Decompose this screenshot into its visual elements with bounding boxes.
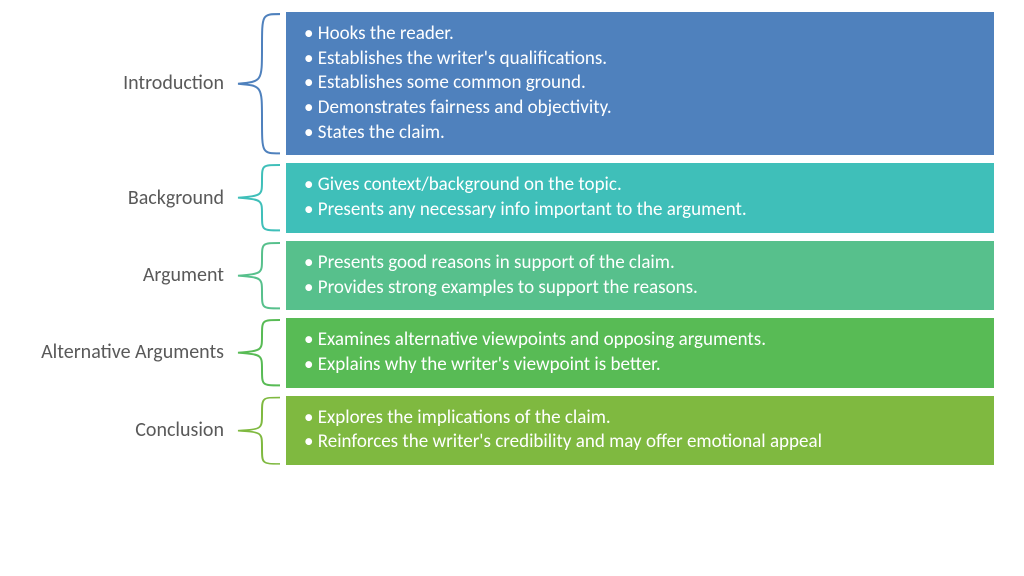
brace-col [230,241,286,310]
section-content: Explores the implications of the claim. … [286,396,994,465]
brace-icon [230,163,286,232]
bullet-item: Explores the implications of the claim. [304,406,976,431]
label-text-introduction: Introduction [123,72,224,95]
bullet-item: States the claim. [304,121,976,146]
diagram-container: Introduction Hooks the reader. Establish… [0,12,1024,473]
brace-icon [230,12,286,155]
brace-col [230,12,286,155]
bullet-item: Establishes some common ground. [304,71,976,96]
section-label: Background [0,163,230,232]
section-label: Conclusion [0,396,230,465]
bullet-item: Demonstrates fairness and objectivity. [304,96,976,121]
bullet-item: Hooks the reader. [304,22,976,47]
section-row: Conclusion Explores the implications of … [0,396,1024,465]
section-label: Alternative Arguments [0,318,230,387]
bullet-item: Examines alternative viewpoints and oppo… [304,328,976,353]
bullet-list: Hooks the reader. Establishes the writer… [304,22,976,145]
brace-col [230,396,286,465]
bullet-list: Gives context/background on the topic. P… [304,173,976,222]
bullet-list: Explores the implications of the claim. … [304,406,976,455]
bullet-item: Provides strong examples to support the … [304,276,976,301]
section-content: Examines alternative viewpoints and oppo… [286,318,994,387]
section-label: Introduction [0,12,230,155]
bullet-item: Establishes the writer's qualifications. [304,47,976,72]
brace-icon [230,396,286,465]
section-content: Presents good reasons in support of the … [286,241,994,310]
section-content: Hooks the reader. Establishes the writer… [286,12,994,155]
label-text-argument: Argument [143,264,224,287]
section-label: Argument [0,241,230,310]
brace-col [230,318,286,387]
bullet-item: Presents good reasons in support of the … [304,251,976,276]
label-text-alternative-arguments: Alternative Arguments [41,341,224,364]
section-row: Alternative Arguments Examines alternati… [0,318,1024,387]
bullet-item: Explains why the writer's viewpoint is b… [304,353,976,378]
section-row: Background Gives context/background on t… [0,163,1024,232]
brace-col [230,163,286,232]
brace-icon [230,318,286,387]
label-text-conclusion: Conclusion [135,419,224,442]
bullet-item: Reinforces the writer's credibility and … [304,430,976,455]
bullet-list: Examines alternative viewpoints and oppo… [304,328,976,377]
section-row: Introduction Hooks the reader. Establish… [0,12,1024,155]
bullet-item: Gives context/background on the topic. [304,173,976,198]
section-content: Gives context/background on the topic. P… [286,163,994,232]
brace-icon [230,241,286,310]
section-row: Argument Presents good reasons in suppor… [0,241,1024,310]
bullet-list: Presents good reasons in support of the … [304,251,976,300]
bullet-item: Presents any necessary info important to… [304,198,976,223]
label-text-background: Background [128,187,224,210]
